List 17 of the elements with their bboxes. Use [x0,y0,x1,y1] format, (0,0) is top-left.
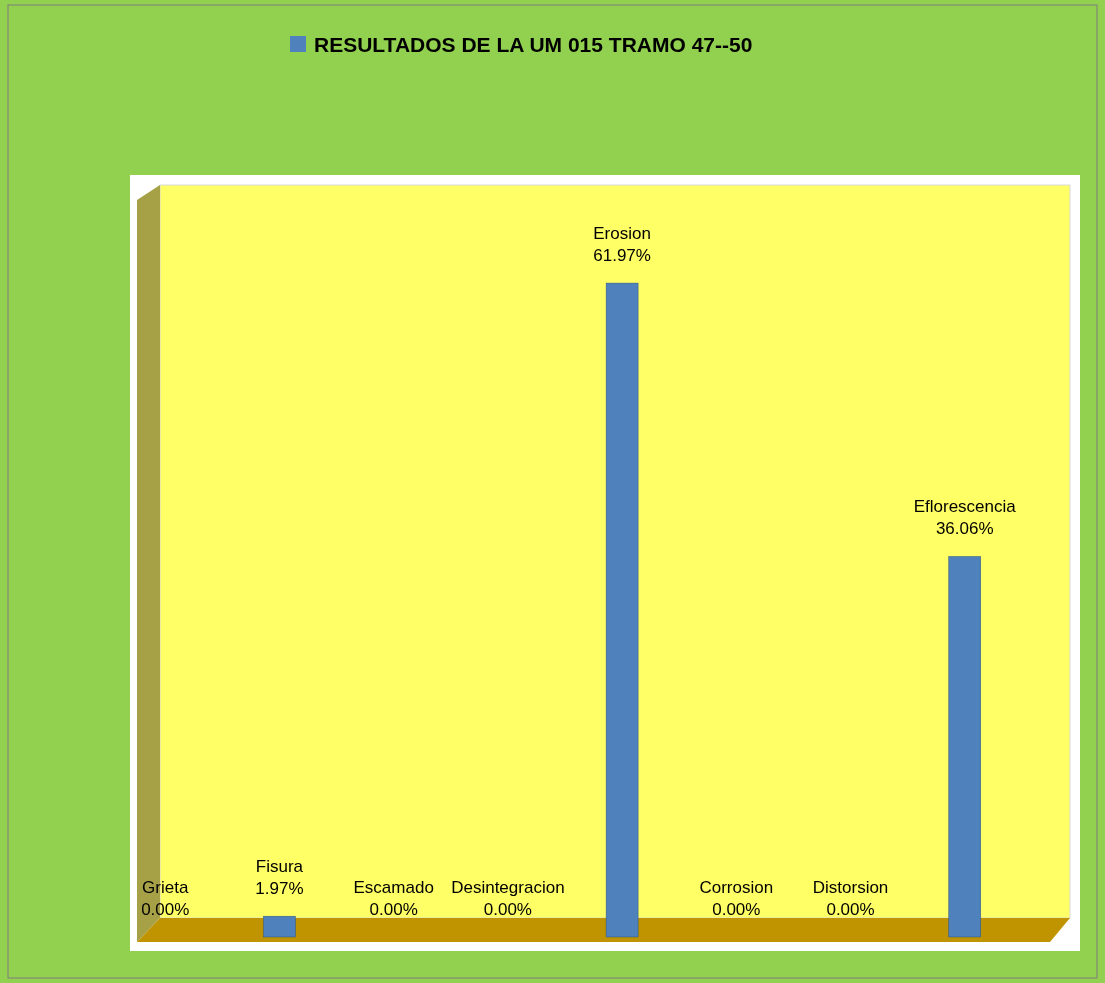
data-label: 0.00% [483,900,532,919]
x-tick-label: Corrosion [699,878,774,897]
x-tick-label: Fisura [255,857,304,877]
x-tick-label: Escamado [353,878,434,897]
data-label: 0.00% [141,900,190,919]
data-label: 36.06% [935,519,994,539]
x-tick-label: Erosion [593,224,651,244]
x-tick-label: Grieta [142,878,189,897]
data-label: 0.00% [369,900,418,919]
data-label: 0.00% [712,900,761,919]
data-label: 1.97% [255,879,304,899]
legend-label: RESULTADOS DE LA UM 015 TRAMO 47--50 [314,33,753,56]
x-tick-label: Distorsion [812,878,889,897]
x-tick-label: Eflorescencia [913,497,1017,517]
data-label: 0.00% [826,900,875,919]
data-label: 61.97% [593,246,651,266]
x-tick-label: Desintegracion [451,878,565,897]
